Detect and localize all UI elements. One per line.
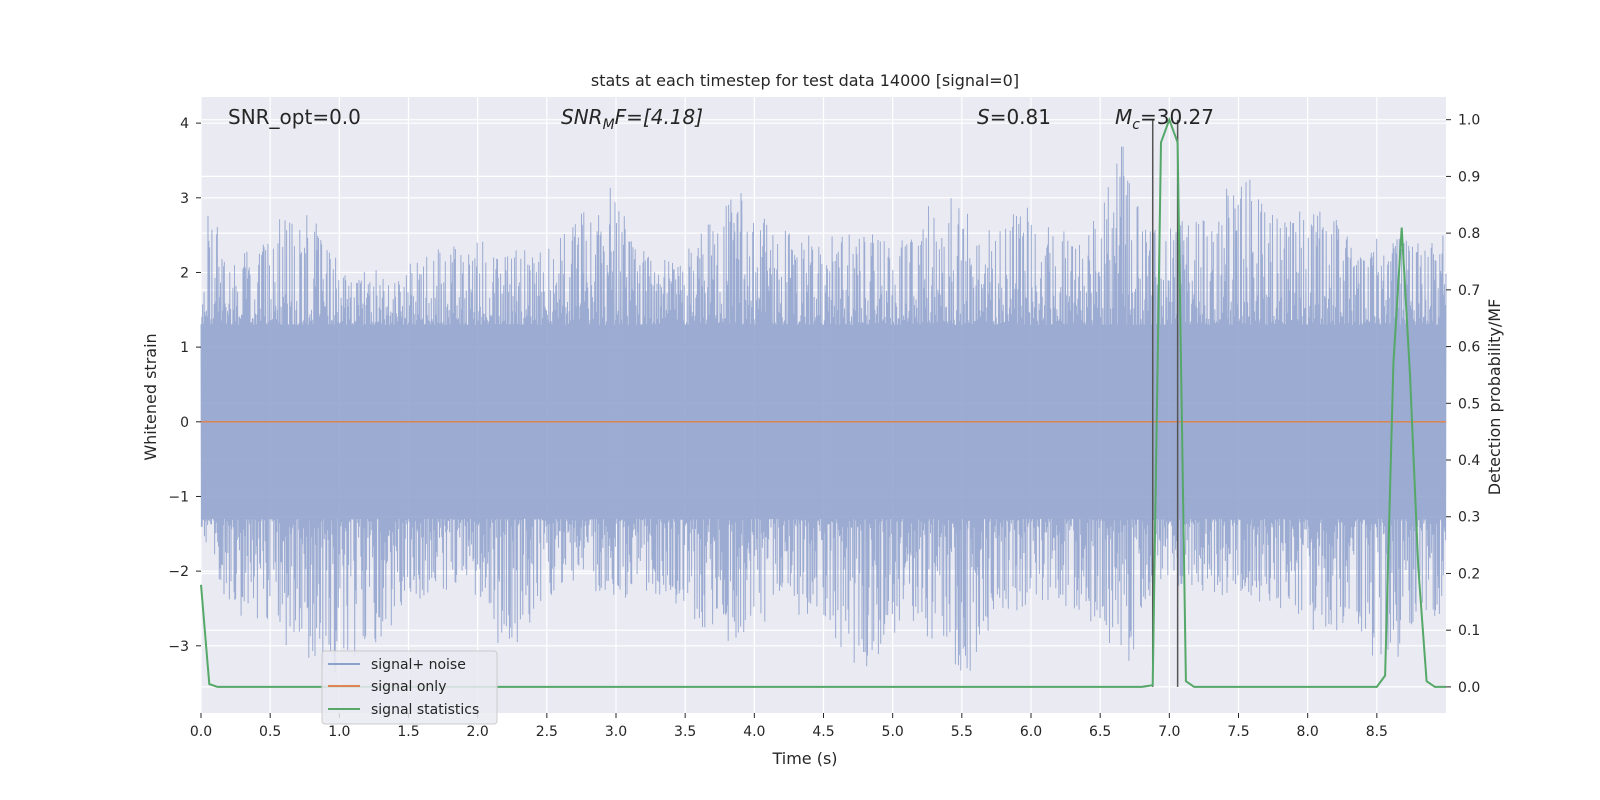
series-line-signal-statistics xyxy=(200,116,1446,688)
x-tick-label-1: 0.5 xyxy=(259,724,281,740)
x-axis-label: Time (s) xyxy=(771,749,837,768)
x-tick-label-5: 2.5 xyxy=(536,724,558,740)
x-tick-label-3: 1.5 xyxy=(397,724,419,740)
y-tick-label-0: −3 xyxy=(168,639,189,655)
annotation-s: S=0.81 xyxy=(977,105,1051,129)
annotation-snr-mf-italic: SNR xyxy=(561,105,603,129)
annotation-snr-mf: SNRMF=[4.18] xyxy=(561,105,703,133)
y2-tick-label-10: 1.0 xyxy=(1458,113,1480,129)
x-tick-label-12: 6.0 xyxy=(1020,724,1042,740)
legend: signal+ noise signal only signal statist… xyxy=(321,650,498,725)
y-axis-label: Whitened strain xyxy=(141,333,160,460)
x-tick-label-16: 8.0 xyxy=(1297,724,1319,740)
annotations: SNR_opt=0.0 SNRMF=[4.18] S=0.81 Mc=30.27 xyxy=(228,105,1214,133)
annotation-mc-italic: M xyxy=(1115,105,1132,129)
x-tick-label-9: 4.5 xyxy=(812,724,834,740)
annotation-snr-mf-rest: F=[4.18] xyxy=(615,105,703,129)
y2-tick-label-6: 0.6 xyxy=(1458,340,1480,356)
x-tick-label-2: 1.0 xyxy=(328,724,350,740)
annotation-snr-mf-subscript: M xyxy=(603,117,615,133)
x-tick-label-4: 2.0 xyxy=(467,724,489,740)
series-signal-noise xyxy=(200,146,1447,673)
y-tick-label-1: −2 xyxy=(168,564,189,580)
y-tick-label-5: 2 xyxy=(180,265,189,281)
x-tick-label-11: 5.5 xyxy=(951,724,973,740)
annotation-s-rest: =0.81 xyxy=(990,105,1051,129)
legend-label-signal-only: signal only xyxy=(371,679,446,695)
y2-tick-label-7: 0.7 xyxy=(1458,283,1480,299)
chart-title: stats at each timestep for test data 140… xyxy=(591,71,1019,90)
y-tick-label-4: 1 xyxy=(180,340,189,356)
y-axis-ticks: −3 −2 −1 0 1 2 3 4 xyxy=(168,116,201,655)
series-signal-statistics xyxy=(200,116,1446,688)
annotation-mc-rest: =30.27 xyxy=(1140,105,1214,129)
x-tick-label-10: 5.0 xyxy=(882,724,904,740)
annotation-snr-opt: SNR_opt=0.0 xyxy=(228,105,361,129)
x-axis-ticks: 0.0 0.5 1.0 1.5 2.0 2.5 3.0 3.5 4.0 4.5 5.0 5.5 6.0 6… xyxy=(190,713,1388,740)
x-tick-label-6: 3.0 xyxy=(605,724,627,740)
annotation-mc: Mc=30.27 xyxy=(1115,105,1214,133)
legend-label-signal-noise: signal+ noise xyxy=(371,657,466,673)
series-line-signal-noise xyxy=(200,146,1447,673)
legend-label-signal-statistics: signal statistics xyxy=(371,702,479,718)
x-tick-label-15: 7.5 xyxy=(1227,724,1249,740)
y2-tick-label-3: 0.3 xyxy=(1458,510,1480,526)
x-tick-label-7: 3.5 xyxy=(674,724,696,740)
y2-tick-label-5: 0.5 xyxy=(1458,396,1480,412)
y2-tick-label-1: 0.1 xyxy=(1458,623,1480,639)
legend-box xyxy=(321,650,498,725)
y2-tick-label-2: 0.2 xyxy=(1458,566,1480,582)
y2-axis-label: Detection probability/MF xyxy=(1485,299,1504,496)
annotation-s-italic: S xyxy=(977,105,990,129)
x-tick-label-17: 8.5 xyxy=(1366,724,1388,740)
x-tick-label-13: 6.5 xyxy=(1089,724,1111,740)
x-tick-label-8: 4.0 xyxy=(743,724,765,740)
y2-tick-label-0: 0.0 xyxy=(1458,680,1480,696)
y-tick-label-6: 3 xyxy=(180,191,189,207)
y-tick-label-3: 0 xyxy=(180,415,189,431)
y2-axis-ticks: 0.0 0.1 0.2 0.3 0.4 0.5 0.6 0.7 0.8 0.9 1.0 xyxy=(1446,113,1480,696)
y-tick-label-2: −1 xyxy=(168,489,189,505)
y2-tick-label-4: 0.4 xyxy=(1458,453,1480,469)
vertical-markers xyxy=(1151,119,1179,687)
annotation-mc-subscript: c xyxy=(1132,117,1140,133)
y-tick-label-7: 4 xyxy=(180,116,189,132)
x-tick-label-14: 7.0 xyxy=(1158,724,1180,740)
y2-tick-label-9: 0.9 xyxy=(1458,169,1480,185)
y2-tick-label-8: 0.8 xyxy=(1458,226,1480,242)
x-tick-label-0: 0.0 xyxy=(190,724,212,740)
